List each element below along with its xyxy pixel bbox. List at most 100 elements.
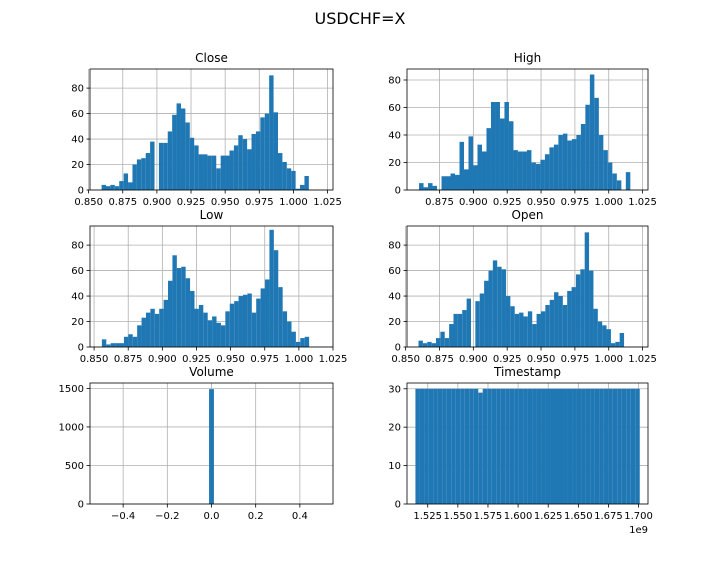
close-bar-18 [180, 108, 186, 190]
figure-title: USDCHF=X [315, 9, 406, 28]
high-bar-42 [607, 162, 613, 190]
high-bar-2 [428, 183, 433, 190]
close-bar-20 [189, 137, 195, 190]
low-y-tick-label-2: 40 [71, 292, 84, 303]
open-bar-31 [554, 292, 559, 347]
close-bar-23 [203, 154, 208, 190]
close-bar-10 [145, 153, 151, 190]
close-bar-35 [255, 131, 261, 190]
timestamp-x-tick-label-4: 1.625 [534, 511, 563, 522]
open-bar-22 [514, 313, 520, 347]
volume-panel-title: Volume [189, 365, 234, 379]
high-bar-37 [585, 104, 590, 190]
low-bar-26 [216, 322, 221, 347]
high-bar-18 [499, 118, 505, 190]
high-bar-25 [531, 162, 536, 190]
high-histogram: 0.875 0.900 0.925 0.950 0.975 1.000 1.025 0 20 40… [388, 51, 657, 208]
high-bar-30 [553, 144, 559, 190]
close-x-tick-label-7: 1.025 [313, 197, 342, 208]
timestamp-bar-44 [612, 388, 618, 504]
high-x-tick-label-6: 1.025 [628, 197, 657, 208]
open-x-tick-label-4: 0.950 [527, 354, 556, 365]
open-bar-24 [523, 316, 528, 347]
open-bar-5 [440, 331, 445, 347]
high-bar-41 [603, 150, 608, 190]
high-bar-32 [562, 133, 568, 190]
low-x-tick-label-5: 0.975 [250, 354, 279, 365]
close-y-tick-label-4: 80 [71, 84, 84, 95]
close-bar-27 [220, 155, 226, 190]
close-bar-39 [273, 112, 278, 190]
high-y-tick-label-1: 20 [388, 158, 401, 169]
open-bar-14 [479, 293, 485, 347]
low-bar-34 [251, 312, 257, 347]
high-bar-26 [535, 163, 541, 190]
open-bar-44 [610, 343, 616, 347]
low-bar-19 [185, 278, 191, 347]
high-bar-24 [526, 150, 532, 190]
open-bar-13 [475, 301, 480, 347]
close-bar-38 [269, 75, 274, 190]
close-bar-17 [176, 103, 181, 190]
timestamp-bar-39 [590, 388, 595, 504]
low-bar-0 [101, 339, 107, 347]
timestamp-bar-11 [464, 388, 470, 504]
timestamp-y-tick-label-2: 20 [388, 423, 401, 434]
timestamp-bar-7 [446, 388, 452, 504]
high-panel-title: High [514, 51, 542, 65]
low-bar-32 [242, 294, 248, 347]
high-bar-21 [513, 150, 518, 190]
open-bar-9 [457, 313, 463, 347]
high-y-tick-label-2: 40 [388, 131, 401, 142]
low-bar-37 [265, 279, 270, 347]
open-axes-frame [406, 225, 649, 348]
close-bar-0 [101, 184, 107, 190]
high-bar-6 [446, 176, 451, 190]
close-bar-14 [163, 142, 168, 190]
timestamp-bar-4 [433, 388, 438, 504]
high-bar-13 [477, 144, 482, 190]
open-bar-10 [462, 310, 467, 347]
open-bar-37 [580, 269, 585, 347]
low-y-tick-label-4: 80 [71, 241, 84, 252]
high-bar-40 [598, 135, 604, 190]
low-bar-46 [304, 336, 310, 347]
timestamp-bar-10 [460, 388, 465, 504]
open-y-tick-label-2: 40 [388, 292, 401, 303]
timestamp-x-tick-label-1: 1.550 [444, 511, 473, 522]
high-bar-20 [508, 121, 514, 190]
volume-bars [209, 389, 214, 504]
open-bar-11 [466, 298, 471, 347]
timestamp-x-offset-label: 1e9 [629, 525, 648, 536]
close-bar-2 [110, 184, 115, 190]
close-bar-1 [106, 186, 111, 190]
close-bar-25 [211, 155, 217, 190]
volume-y-tick-label-0: 0 [78, 500, 84, 511]
low-bar-16 [172, 255, 177, 347]
close-bar-8 [136, 159, 142, 190]
open-bar-43 [606, 329, 611, 347]
close-bar-6 [128, 182, 133, 190]
open-bar-30 [549, 299, 555, 347]
close-bar-15 [167, 131, 173, 190]
close-bar-16 [172, 114, 177, 190]
high-x-tick-label-3: 0.950 [527, 197, 556, 208]
timestamp-y-tick-label-1: 10 [388, 461, 401, 472]
low-histogram: 0.850 0.875 0.900 0.925 0.950 0.975 1.000 1.025… [71, 208, 347, 365]
timestamp-bar-42 [603, 388, 609, 504]
timestamp-bar-40 [594, 388, 600, 504]
high-bar-46 [625, 172, 631, 190]
volume-histogram: −0.4 −0.2 0.0 0.2 0.4 0 500 1000 1500 Volume [59, 365, 334, 522]
low-bar-4 [119, 343, 124, 347]
open-bar-20 [505, 296, 511, 347]
close-bar-42 [286, 168, 292, 190]
high-y-tick-label-4: 80 [388, 76, 401, 87]
high-bar-10 [464, 169, 469, 190]
timestamp-bar-49 [635, 388, 640, 504]
volume-x-tick-label-4: 0.4 [292, 511, 308, 522]
close-bar-11 [150, 141, 155, 190]
low-y-tick-label-0: 0 [78, 343, 84, 354]
timestamp-bar-28 [541, 388, 546, 504]
open-x-tick-label-2: 0.900 [459, 354, 488, 365]
low-bar-23 [203, 312, 208, 347]
